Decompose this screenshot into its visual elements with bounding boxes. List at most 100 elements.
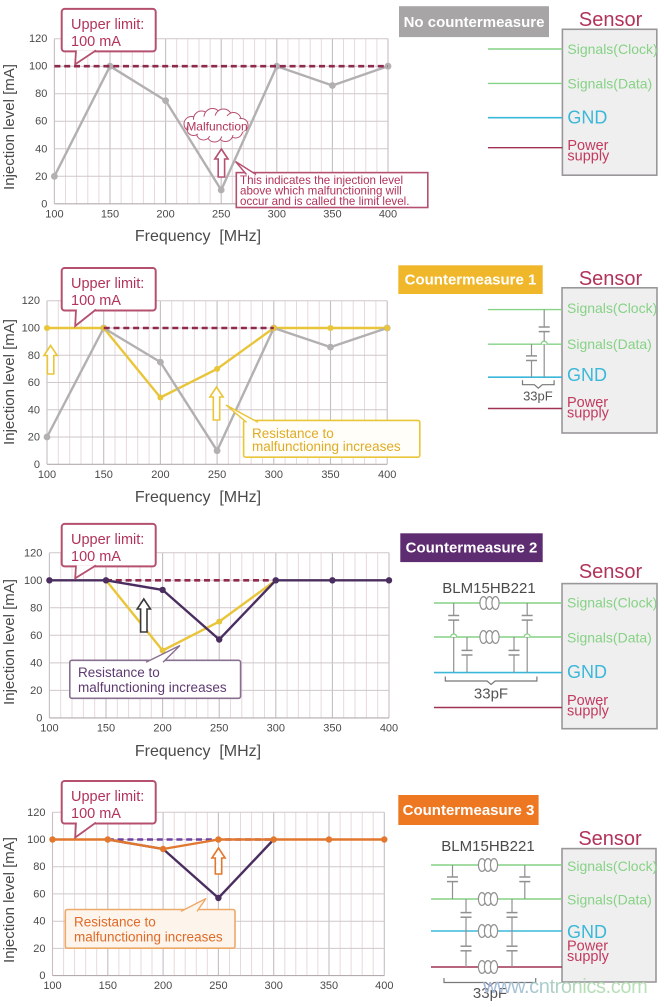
svg-text:Upper limit:: Upper limit: bbox=[71, 276, 144, 292]
svg-text:250: 250 bbox=[210, 722, 228, 734]
svg-text:100: 100 bbox=[29, 61, 47, 73]
svg-text:400: 400 bbox=[378, 469, 396, 481]
svg-text:above which malfunctioning wil: above which malfunctioning will bbox=[240, 185, 402, 198]
svg-text:Sensor: Sensor bbox=[579, 561, 643, 583]
svg-text:120: 120 bbox=[29, 33, 47, 45]
svg-text:No countermeasure: No countermeasure bbox=[404, 14, 545, 31]
svg-text:GND: GND bbox=[567, 108, 607, 128]
svg-text:Countermeasure 1: Countermeasure 1 bbox=[405, 272, 537, 289]
svg-text:20: 20 bbox=[28, 432, 40, 444]
svg-text:Signals(Data): Signals(Data) bbox=[567, 629, 652, 645]
svg-text:Frequency [MHz]: Frequency [MHz] bbox=[135, 743, 261, 760]
svg-text:400: 400 bbox=[375, 980, 393, 992]
svg-text:Sensor: Sensor bbox=[578, 828, 642, 850]
svg-text:80: 80 bbox=[33, 861, 45, 873]
svg-text:Signals(Data): Signals(Data) bbox=[567, 892, 652, 908]
svg-text:120: 120 bbox=[24, 547, 42, 559]
svg-text:Signals(Data): Signals(Data) bbox=[567, 75, 652, 91]
svg-text:GND: GND bbox=[567, 922, 607, 942]
svg-text:Power: Power bbox=[567, 693, 608, 709]
svg-text:200: 200 bbox=[153, 722, 171, 734]
svg-text:80: 80 bbox=[28, 350, 40, 362]
svg-text:Frequency [MHz]: Frequency [MHz] bbox=[135, 228, 261, 245]
svg-text:0: 0 bbox=[41, 198, 47, 210]
svg-text:400: 400 bbox=[380, 722, 398, 734]
svg-text:250: 250 bbox=[208, 469, 226, 481]
svg-text:malfunctioning increases: malfunctioning increases bbox=[252, 439, 401, 454]
svg-text:Signals(Clock): Signals(Clock) bbox=[567, 300, 657, 316]
svg-text:BLM15HB221: BLM15HB221 bbox=[441, 838, 534, 855]
svg-text:supply: supply bbox=[567, 949, 610, 965]
svg-text:20: 20 bbox=[35, 171, 47, 183]
svg-text:www.cntronics.com: www.cntronics.com bbox=[482, 976, 647, 998]
svg-text:400: 400 bbox=[379, 208, 397, 220]
svg-text:40: 40 bbox=[28, 404, 40, 416]
svg-text:40: 40 bbox=[33, 916, 45, 928]
svg-text:Frequency [MHz]: Frequency [MHz] bbox=[135, 489, 261, 506]
svg-text:100: 100 bbox=[38, 469, 56, 481]
svg-text:300: 300 bbox=[268, 208, 286, 220]
svg-text:20: 20 bbox=[30, 685, 42, 697]
svg-text:100: 100 bbox=[45, 208, 63, 220]
svg-text:150: 150 bbox=[95, 469, 113, 481]
svg-text:This indicates the injection l: This indicates the injection level bbox=[240, 174, 403, 187]
svg-text:occur and is called the limit: occur and is called the limit level. bbox=[240, 195, 409, 208]
svg-text:150: 150 bbox=[99, 980, 117, 992]
svg-text:Power: Power bbox=[567, 395, 608, 411]
svg-text:100: 100 bbox=[27, 834, 45, 846]
svg-text:Injection level [mA]: Injection level [mA] bbox=[1, 319, 18, 445]
svg-text:Power: Power bbox=[567, 939, 608, 955]
svg-text:Injection level [mA]: Injection level [mA] bbox=[1, 64, 18, 190]
svg-text:Injection level [mA]: Injection level [mA] bbox=[1, 837, 18, 963]
svg-text:250: 250 bbox=[212, 208, 230, 220]
svg-text:300: 300 bbox=[265, 980, 283, 992]
svg-text:350: 350 bbox=[323, 208, 341, 220]
svg-text:80: 80 bbox=[35, 88, 47, 100]
svg-text:60: 60 bbox=[30, 630, 42, 642]
svg-text:Upper limit:: Upper limit: bbox=[71, 532, 144, 548]
svg-text:malfunctioning increases: malfunctioning increases bbox=[74, 929, 223, 944]
svg-text:GND: GND bbox=[567, 662, 607, 682]
svg-text:120: 120 bbox=[22, 295, 40, 307]
svg-text:Countermeasure 2: Countermeasure 2 bbox=[406, 540, 538, 557]
svg-text:120: 120 bbox=[27, 807, 45, 819]
svg-text:0: 0 bbox=[34, 459, 40, 471]
svg-text:150: 150 bbox=[97, 722, 115, 734]
svg-text:40: 40 bbox=[35, 143, 47, 155]
svg-text:300: 300 bbox=[265, 469, 283, 481]
svg-text:Signals(Clock): Signals(Clock) bbox=[567, 41, 657, 57]
svg-text:Upper limit:: Upper limit: bbox=[71, 17, 144, 33]
svg-text:supply: supply bbox=[567, 149, 610, 165]
svg-text:Resistance to: Resistance to bbox=[74, 915, 156, 930]
svg-text:200: 200 bbox=[151, 469, 169, 481]
svg-text:60: 60 bbox=[33, 888, 45, 900]
svg-text:40: 40 bbox=[30, 657, 42, 669]
svg-text:250: 250 bbox=[209, 980, 227, 992]
svg-text:200: 200 bbox=[156, 208, 174, 220]
svg-text:Injection level [mA]: Injection level [mA] bbox=[1, 579, 18, 705]
svg-text:BLM15HB221: BLM15HB221 bbox=[442, 580, 535, 597]
svg-text:33pF: 33pF bbox=[474, 686, 508, 703]
svg-text:Sensor: Sensor bbox=[579, 9, 643, 31]
svg-text:100: 100 bbox=[24, 575, 42, 587]
svg-text:200: 200 bbox=[154, 980, 172, 992]
svg-text:Malfunction: Malfunction bbox=[186, 120, 247, 134]
svg-text:Signals(Data): Signals(Data) bbox=[567, 336, 652, 352]
svg-text:100: 100 bbox=[43, 980, 61, 992]
svg-text:20: 20 bbox=[33, 943, 45, 955]
svg-text:100 mA: 100 mA bbox=[71, 293, 121, 309]
svg-text:Signals(Clock): Signals(Clock) bbox=[567, 594, 657, 610]
svg-text:300: 300 bbox=[267, 722, 285, 734]
svg-text:Countermeasure 3: Countermeasure 3 bbox=[403, 802, 535, 819]
svg-text:Resistance to: Resistance to bbox=[78, 665, 160, 680]
svg-text:150: 150 bbox=[101, 208, 119, 220]
svg-text:supply: supply bbox=[567, 406, 610, 422]
svg-text:33pF: 33pF bbox=[473, 985, 507, 1002]
svg-text:supply: supply bbox=[567, 703, 610, 719]
svg-text:100: 100 bbox=[40, 722, 58, 734]
svg-text:100 mA: 100 mA bbox=[71, 549, 121, 565]
svg-text:0: 0 bbox=[39, 970, 45, 982]
svg-text:Signals(Clock): Signals(Clock) bbox=[567, 858, 657, 874]
svg-text:60: 60 bbox=[28, 377, 40, 389]
svg-text:Upper limit:: Upper limit: bbox=[71, 789, 144, 805]
